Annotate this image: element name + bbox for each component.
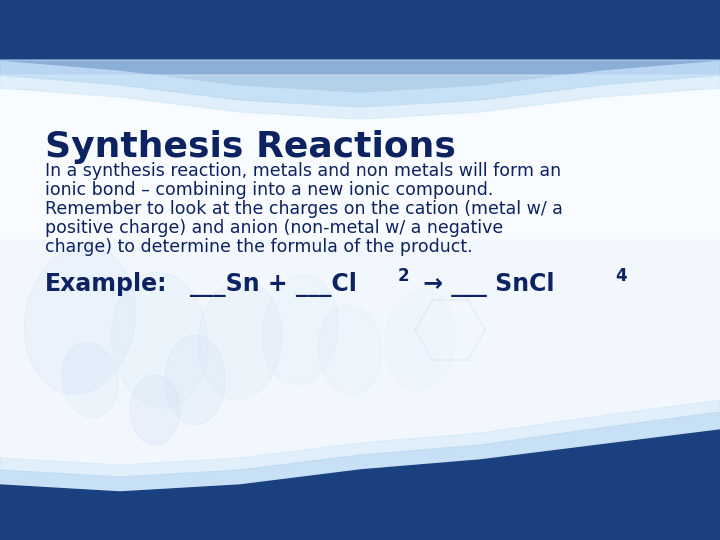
Text: In a synthesis reaction, metals and non metals will form an: In a synthesis reaction, metals and non … (45, 162, 561, 180)
Bar (0, 240, 720, 540)
Text: charge) to determine the formula of the product.: charge) to determine the formula of the … (45, 238, 472, 256)
Ellipse shape (62, 342, 118, 418)
Polygon shape (0, 60, 720, 107)
Ellipse shape (318, 305, 382, 395)
Polygon shape (0, 0, 720, 92)
Text: Remember to look at the charges on the cation (metal w/ a: Remember to look at the charges on the c… (45, 200, 563, 218)
Polygon shape (0, 430, 720, 540)
Text: → ___ SnCl: → ___ SnCl (415, 272, 554, 297)
Ellipse shape (112, 272, 208, 408)
Text: 2: 2 (398, 267, 410, 285)
Ellipse shape (130, 375, 180, 445)
Polygon shape (0, 412, 720, 540)
Text: Example:: Example: (45, 272, 168, 296)
Ellipse shape (165, 335, 225, 425)
Ellipse shape (198, 280, 282, 400)
Polygon shape (0, 75, 720, 119)
Ellipse shape (385, 290, 455, 390)
Polygon shape (0, 400, 720, 540)
Text: Synthesis Reactions: Synthesis Reactions (45, 130, 456, 164)
Text: ionic bond – combining into a new ionic compound.: ionic bond – combining into a new ionic … (45, 181, 493, 199)
Text: positive charge) and anion (non-metal w/ a negative: positive charge) and anion (non-metal w/… (45, 219, 503, 237)
Text: 4: 4 (615, 267, 626, 285)
Ellipse shape (261, 275, 338, 384)
Text: ___Sn + ___Cl: ___Sn + ___Cl (190, 272, 357, 297)
Ellipse shape (24, 246, 135, 395)
